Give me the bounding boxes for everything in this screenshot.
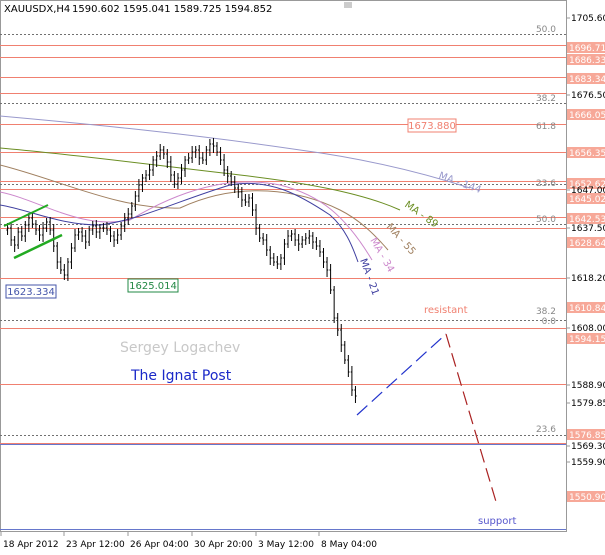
price-tag-bg: [567, 333, 605, 344]
price-tick-label: 1576.85: [569, 431, 605, 441]
fib-label: 23.6: [536, 179, 556, 189]
time-tick-label: 8 May 04:00: [321, 540, 377, 550]
close-indicator[interactable]: [344, 2, 352, 8]
price-tick-label: 1645.02: [569, 195, 605, 205]
price-tick-label: 1683.34: [569, 75, 605, 85]
price-tick-label: 1696.71: [569, 44, 605, 54]
time-tick-label: 23 Apr 12:00: [66, 540, 125, 550]
fib-label: 38.2: [536, 94, 556, 104]
forecast-up-line: [356, 333, 447, 416]
price-tag-bg: [567, 491, 605, 502]
price-tick-label: 1647.00: [571, 186, 605, 196]
candlesticks: [6, 138, 357, 403]
price-tick-label: 1656.35: [569, 149, 605, 159]
price-tick-label: 1652.62: [569, 180, 605, 190]
price-tag-1625: 1625.014: [127, 278, 179, 293]
price-tick-label: 1559.90: [571, 458, 605, 468]
price-tag-bg: [567, 302, 605, 313]
resistant-label: resistant: [424, 305, 468, 316]
time-tick-label: 26 Apr 04:00: [130, 540, 189, 550]
forecast-down-line: [445, 333, 498, 506]
ma21-line: [0, 182, 359, 263]
fib-label: 61.8: [536, 122, 556, 132]
support-label: support: [478, 516, 516, 527]
price-tick-label: 1618.20: [571, 274, 605, 284]
chart-symbol: XAUUSDX,H4: [4, 4, 70, 15]
ma89-line: [0, 147, 401, 211]
price-tick-label: 1628.64: [569, 239, 605, 249]
fib-labels: 50.038.261.823.650.038.20.023.6: [536, 25, 556, 435]
ma144-line: [0, 115, 471, 189]
price-tick-label: 1579.85: [571, 399, 605, 409]
price-tag-bg: [567, 73, 605, 84]
price-tag-1673: 1673.880: [407, 118, 457, 133]
price-tick-label: 1666.05: [569, 111, 605, 121]
green-trendline-lower: [13, 233, 63, 260]
ma34-line: [0, 181, 373, 261]
price-tag-bg: [567, 147, 605, 158]
time-tick-label: 18 Apr 2012: [3, 540, 59, 550]
price-tick-label: 1588.90: [571, 381, 605, 391]
price-tag-bg: [567, 42, 605, 53]
time-axis[interactable]: 18 Apr 2012 23 Apr 12:00 26 Apr 04:00 30 Ap…: [0, 532, 377, 550]
ma55-line: [0, 164, 389, 251]
price-tag-bg: [567, 237, 605, 248]
time-tick-label: 30 Apr 20:00: [194, 540, 253, 550]
fib-label: 50.0: [536, 25, 556, 35]
price-tick-label: 1705.60: [571, 14, 605, 24]
green-trendline-upper: [3, 204, 49, 227]
svg-text:1625.014: 1625.014: [129, 281, 177, 292]
price-tag-bg: [567, 178, 605, 189]
price-tag-bg: [567, 429, 605, 440]
fib-label: 0.0: [542, 317, 557, 327]
chart-ohlc: 1590.602 1595.041 1589.725 1594.852: [72, 4, 272, 15]
watermark-text: Sergey Logachev: [120, 340, 240, 356]
price-tag-bg: [567, 109, 605, 120]
fib-label: 50.0: [536, 215, 556, 225]
price-tick-label: 1569.30: [571, 442, 605, 452]
price-tick-label: 1642.53: [569, 215, 605, 225]
price-tick-label: 1610.84: [569, 304, 605, 314]
price-axis[interactable]: 1705.60 1696.71 1686.33 1683.34 1676.50 1666.…: [566, 14, 605, 503]
fib-label: 38.2: [536, 307, 556, 317]
price-tick-label: 1637.50: [571, 224, 605, 234]
svg-text:1673.880: 1673.880: [408, 121, 456, 132]
price-tick-label: 1608.00: [571, 324, 605, 334]
price-tag-bg: [567, 54, 605, 65]
price-tag-bg: [567, 213, 605, 224]
price-tag-1623: 1623.334: [5, 284, 57, 299]
price-tick-label: 1676.50: [571, 91, 605, 101]
price-tick-label: 1686.33: [569, 56, 605, 66]
price-tag-bg: [567, 193, 605, 204]
brand-text: The Ignat Post: [130, 368, 232, 384]
price-tick-label: 1594.15: [569, 335, 605, 345]
time-tick-label: 3 May 12:00: [258, 540, 314, 550]
fib-label: 23.6: [536, 425, 556, 435]
price-tick-label: 1550.90: [569, 493, 605, 503]
svg-text:1623.334: 1623.334: [7, 287, 55, 298]
moving-averages: [0, 115, 471, 263]
